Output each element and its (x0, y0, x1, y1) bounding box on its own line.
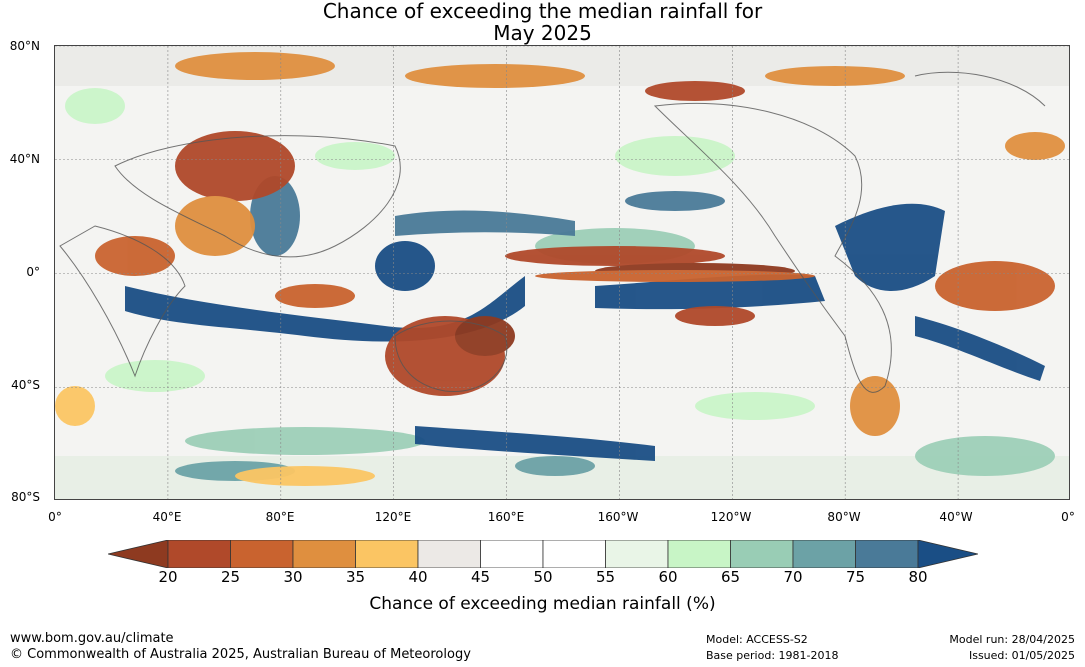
colorbar-tick-label: 45 (470, 568, 491, 586)
colorbar-extend-low (108, 540, 169, 568)
footer-issued: Issued: 01/05/2025 (968, 649, 1075, 662)
lon-label-0-left: 0° (48, 510, 62, 524)
colorbar-bin (792, 540, 856, 568)
footer-model: Model: ACCESS-S2 (706, 633, 808, 646)
colorbar-tick-label: 60 (658, 568, 678, 586)
lat-label-80n: 80°N (9, 39, 40, 53)
lon-label-160e: 160°E (487, 510, 525, 524)
footer-copyright: © Commonwealth of Australia 2025, Austra… (10, 647, 471, 662)
colorbar-tick-label: 55 (595, 568, 616, 586)
colorbar-tick-label: 40 (408, 568, 428, 586)
colorbar-tick-label: 20 (158, 568, 178, 586)
colorbar-bin (480, 540, 544, 568)
colorbar-label: Chance of exceeding median rainfall (%) (369, 594, 716, 614)
map-title-line1: Chance of exceeding the median rainfall … (322, 0, 763, 23)
colorbar-bin (605, 540, 669, 568)
colorbar-bin (417, 540, 481, 568)
colorbar-bin (355, 540, 419, 568)
lon-label-40w: 40°W (939, 510, 973, 524)
colorbar-bin (667, 540, 731, 568)
lon-label-120w: 120°W (710, 510, 752, 524)
footer-url[interactable]: www.bom.gov.au/climate (10, 631, 174, 646)
colorbar-tick-label: 65 (720, 568, 741, 586)
lon-label-80w: 80°W (827, 510, 861, 524)
colorbar-tick-label: 35 (345, 568, 366, 586)
colorbar-bin (292, 540, 356, 568)
colorbar-tick-label: 25 (220, 568, 241, 586)
map-title-line2: May 2025 (493, 21, 592, 45)
colorbar-tick-label: 50 (533, 568, 553, 586)
map-title: Chance of exceeding the median rainfall … (0, 0, 1085, 44)
colorbar-tick-label: 30 (283, 568, 303, 586)
colorbar-bin (855, 540, 919, 568)
rainfall-probability-map (54, 45, 1070, 500)
lon-label-0-right: 0° (1061, 510, 1075, 524)
colorbar-tick-label: 80 (908, 568, 928, 586)
footer-model-run: Model run: 28/04/2025 (949, 633, 1075, 646)
lat-label-80s: 80°S (11, 490, 40, 504)
colorbar (108, 540, 978, 568)
lon-label-80e: 80°E (265, 510, 295, 524)
colorbar-tick-label: 70 (783, 568, 803, 586)
colorbar-bin (542, 540, 606, 568)
lat-label-40s: 40°S (11, 378, 40, 392)
footer-base-period: Base period: 1981-2018 (706, 649, 839, 662)
lon-label-160w: 160°W (597, 510, 639, 524)
lon-label-40e: 40°E (152, 510, 182, 524)
lat-label-equator: 0° (26, 265, 40, 279)
colorbar-bin (230, 540, 294, 568)
lat-label-40n: 40°N (9, 152, 40, 166)
colorbar-bin (730, 540, 794, 568)
colorbar-extend-high (917, 540, 978, 568)
lon-label-120e: 120°E (374, 510, 412, 524)
colorbar-tick-label: 75 (845, 568, 866, 586)
colorbar-bin (167, 540, 231, 568)
map-canvas (55, 46, 1069, 499)
